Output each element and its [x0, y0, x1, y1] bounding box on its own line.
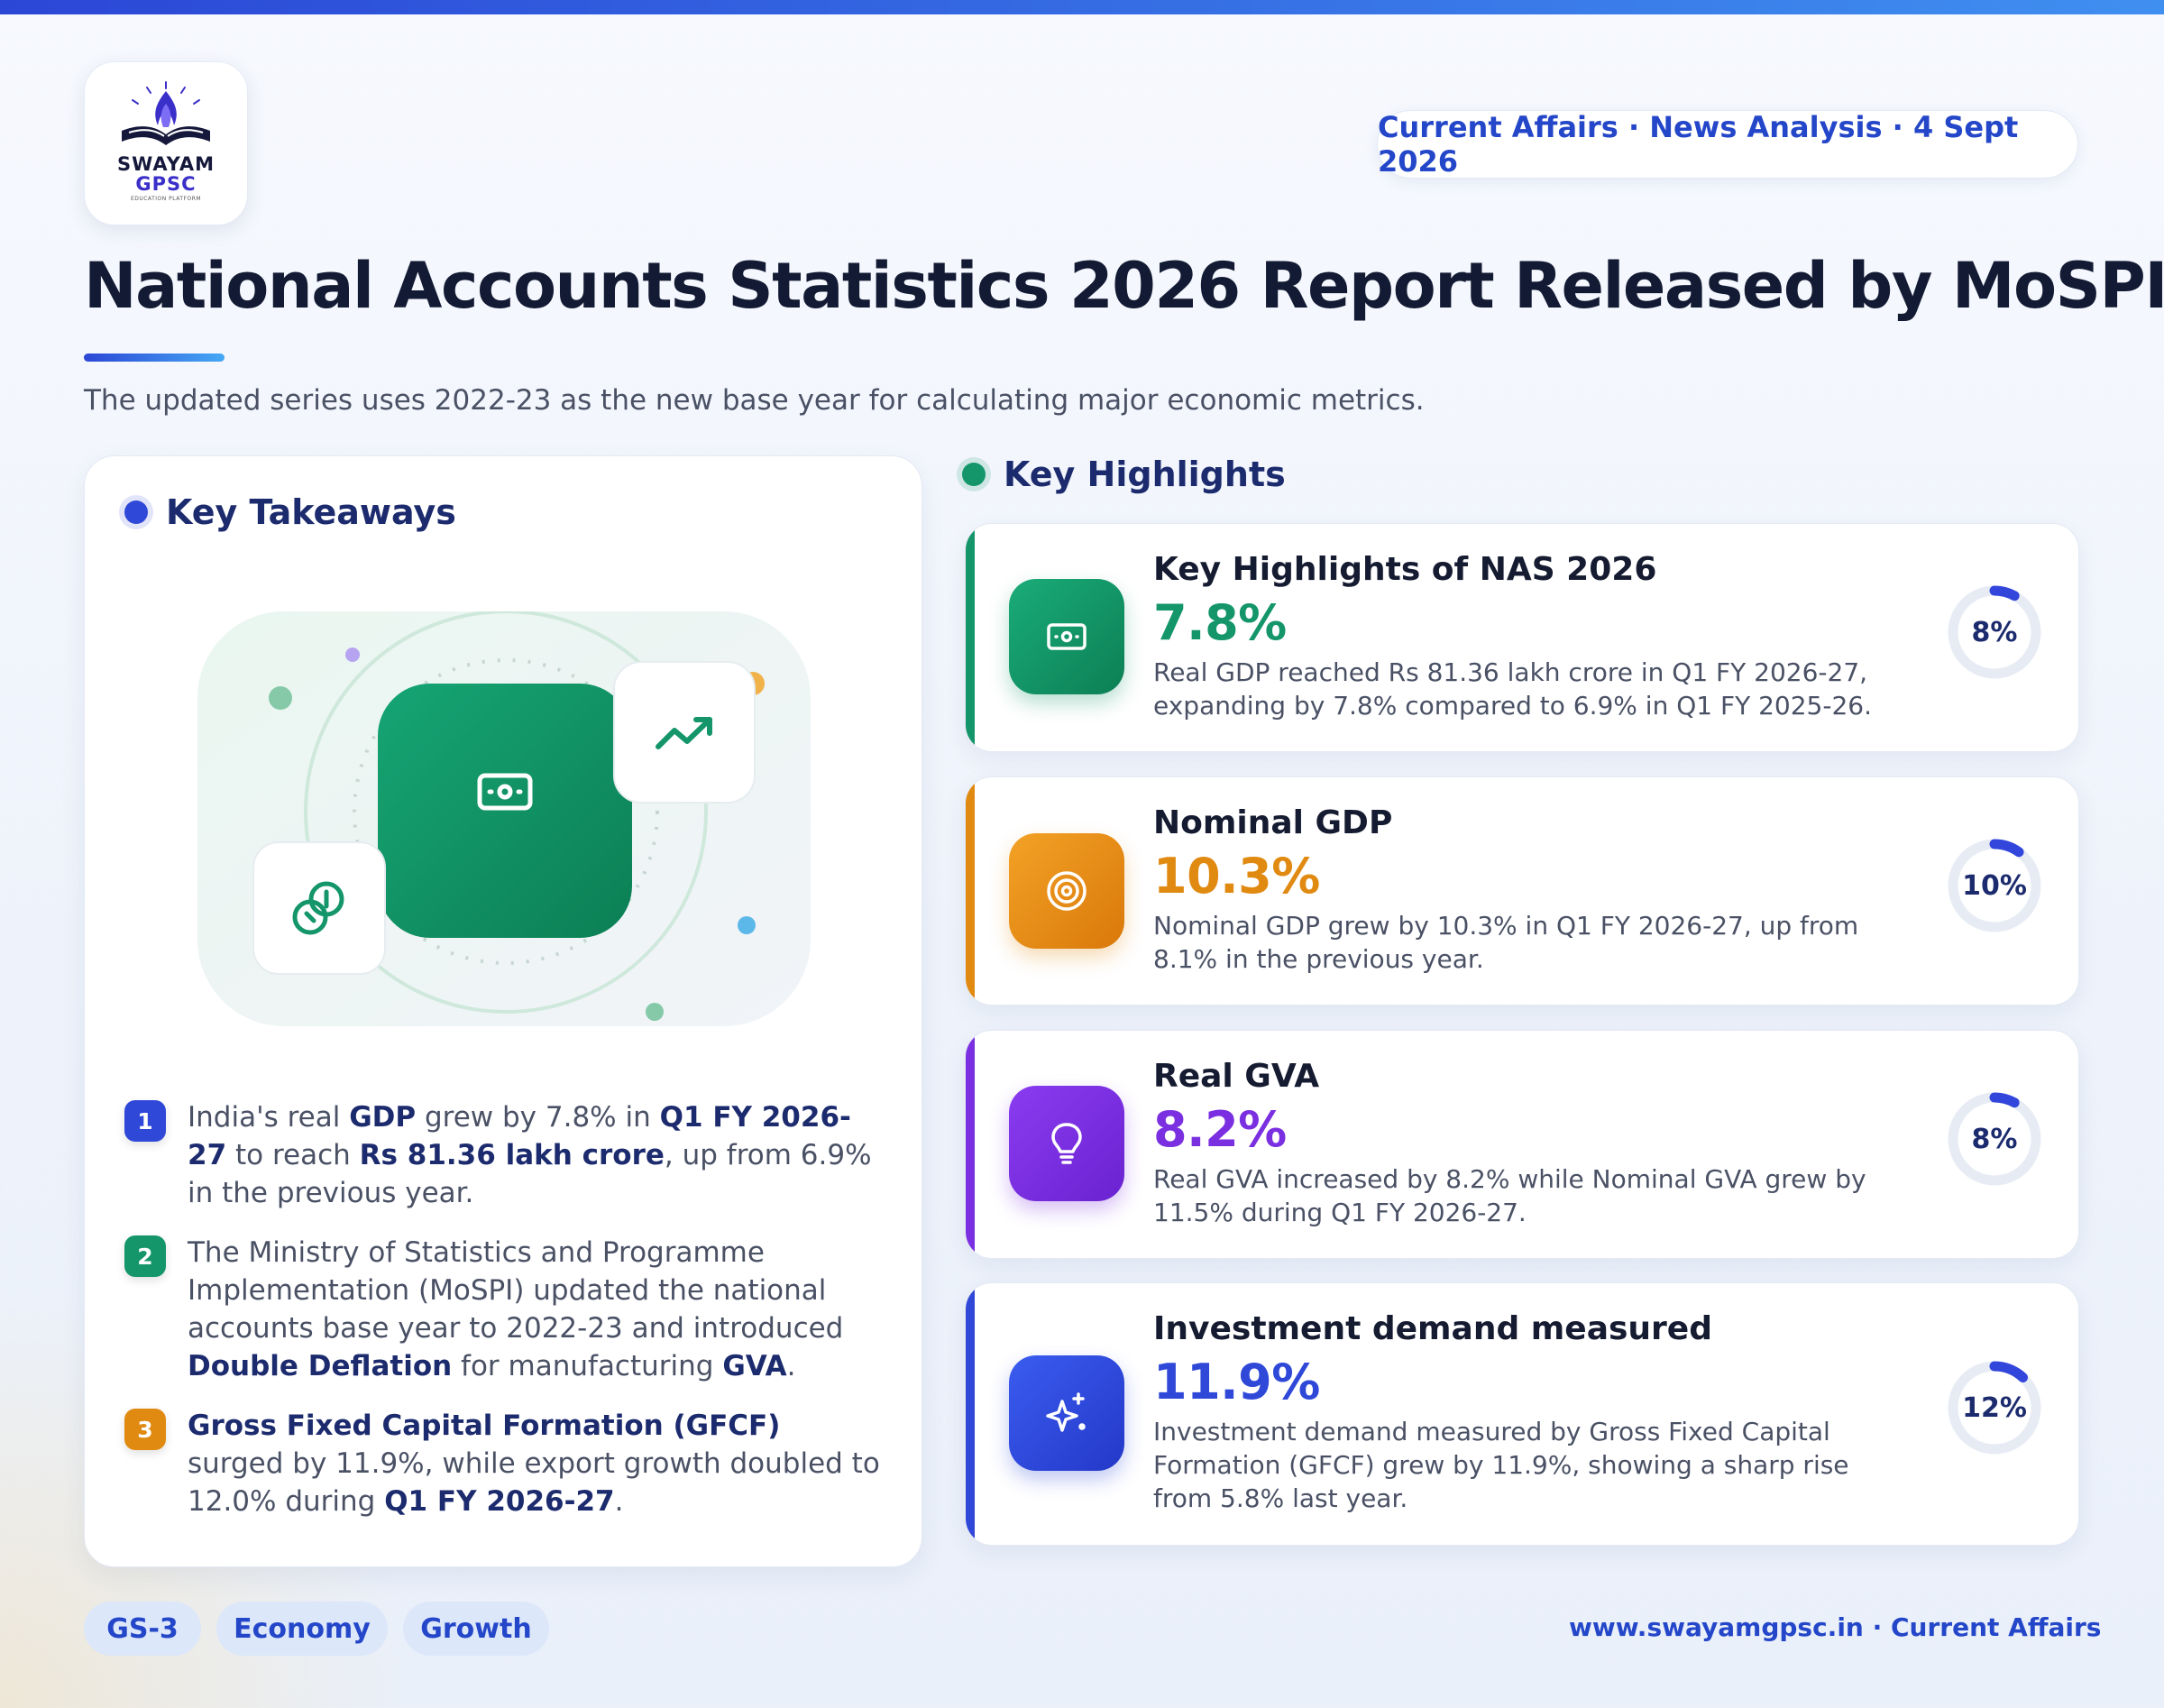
- key-highlights-title: Key Highlights: [1004, 455, 1286, 494]
- coins-icon: [292, 881, 344, 935]
- card-title: Nominal GDP: [1153, 804, 1393, 841]
- takeaway-text: The Ministry of Statistics and Programme…: [188, 1236, 844, 1382]
- progress-ring: [1948, 839, 2041, 932]
- progress-ring-label: 12%: [1962, 1391, 2027, 1424]
- brand-tagline: EDUCATION PLATFORM: [130, 196, 202, 202]
- takeaway-text: Gross Fixed Capital Formation (GFCF) sur…: [188, 1410, 880, 1518]
- title-underline: [84, 354, 225, 362]
- card-description: Nominal GDP grew by 10.3% in Q1 FY 2026-…: [1153, 911, 1859, 974]
- list-item: 2 The Ministry of Statistics and Program…: [124, 1234, 882, 1385]
- sparkle-icon: [1009, 1355, 1124, 1471]
- list-item: 1 India's real GDP grew by 7.8% in Q1 FY…: [124, 1098, 882, 1212]
- item-number-badge: 3: [124, 1409, 166, 1450]
- card-accent-bar: [966, 524, 975, 751]
- page-title: National Accounts Statistics 2026 Report…: [84, 249, 2164, 323]
- card-accent-bar: [966, 1031, 975, 1258]
- progress-ring: [1948, 585, 2041, 679]
- item-number-badge: 2: [124, 1235, 166, 1277]
- progress-ring: [1948, 1092, 2041, 1186]
- money-icon: [1009, 579, 1124, 694]
- item-number-badge: 1: [124, 1100, 166, 1142]
- brand-logo[interactable]: SWAYAM GPSC EDUCATION PLATFORM: [84, 61, 248, 225]
- brand-name-line2: GPSC: [135, 173, 197, 195]
- card-value: 7.8%: [1153, 594, 1287, 651]
- card-value: 11.9%: [1153, 1354, 1320, 1410]
- progress-ring-label: 8%: [1971, 1123, 2018, 1155]
- page-subtitle: The updated series uses 2022-23 as the n…: [84, 384, 1425, 417]
- progress-ring-label: 10%: [1962, 869, 2027, 902]
- top-accent-bar: [0, 0, 2164, 14]
- highlight-card-nominal-gdp[interactable]: Nominal GDP 10.3% Nominal GDP grew by 10…: [965, 776, 2079, 1006]
- key-takeaways-heading: Key Takeaways: [124, 492, 456, 532]
- economy-illustration: [197, 611, 811, 1026]
- heading-dot-icon: [962, 463, 986, 486]
- takeaway-text: India's real GDP grew by 7.8% in Q1 FY 2…: [188, 1101, 872, 1209]
- card-description: Investment demand measured by Gross Fixe…: [1153, 1417, 1849, 1513]
- tag-growth[interactable]: Growth: [403, 1602, 549, 1656]
- highlight-card-investment-demand[interactable]: Investment demand measured 11.9% Investm…: [965, 1282, 2079, 1546]
- lightbulb-icon: [1009, 1086, 1124, 1201]
- card-value: 8.2%: [1153, 1101, 1287, 1158]
- heading-dot-icon: [124, 500, 148, 524]
- card-title: Investment demand measured: [1153, 1310, 1712, 1347]
- card-title: Key Highlights of NAS 2026: [1153, 551, 1657, 588]
- money-icon: [477, 773, 533, 811]
- brand-name-line1: SWAYAM: [117, 153, 215, 175]
- card-accent-bar: [966, 777, 975, 1005]
- tag-gs3[interactable]: GS-3: [84, 1602, 201, 1656]
- card-value: 10.3%: [1153, 848, 1320, 905]
- highlight-card-nas-2026[interactable]: Key Highlights of NAS 2026 7.8% Real GDP…: [965, 523, 2079, 752]
- key-takeaways-title: Key Takeaways: [166, 492, 456, 532]
- highlight-card-real-gva[interactable]: Real GVA 8.2% Real GVA increased by 8.2%…: [965, 1030, 2079, 1259]
- trending-up-icon: [656, 717, 712, 749]
- card-title: Real GVA: [1153, 1058, 1320, 1095]
- tag-economy[interactable]: Economy: [216, 1602, 388, 1656]
- takeaways-list: 1 India's real GDP grew by 7.8% in Q1 FY…: [124, 1098, 882, 1542]
- target-icon: [1009, 833, 1124, 949]
- list-item: 3 Gross Fixed Capital Formation (GFCF) s…: [124, 1407, 882, 1520]
- card-description: Real GDP reached Rs 81.36 lakh crore in …: [1153, 657, 1872, 721]
- footer-website-link[interactable]: www.swayamgpsc.in · Current Affairs: [1569, 1612, 2102, 1642]
- flame-book-icon: [122, 81, 210, 145]
- card-description: Real GVA increased by 8.2% while Nominal…: [1153, 1164, 1866, 1227]
- progress-ring: [1948, 1361, 2041, 1455]
- progress-ring-label: 8%: [1971, 616, 2018, 648]
- key-highlights-heading: Key Highlights: [962, 455, 1286, 494]
- date-pill: Current Affairs · News Analysis · 4 Sept…: [1377, 110, 2078, 179]
- key-takeaways-card: Key Takeaways: [84, 455, 922, 1567]
- card-accent-bar: [966, 1283, 975, 1545]
